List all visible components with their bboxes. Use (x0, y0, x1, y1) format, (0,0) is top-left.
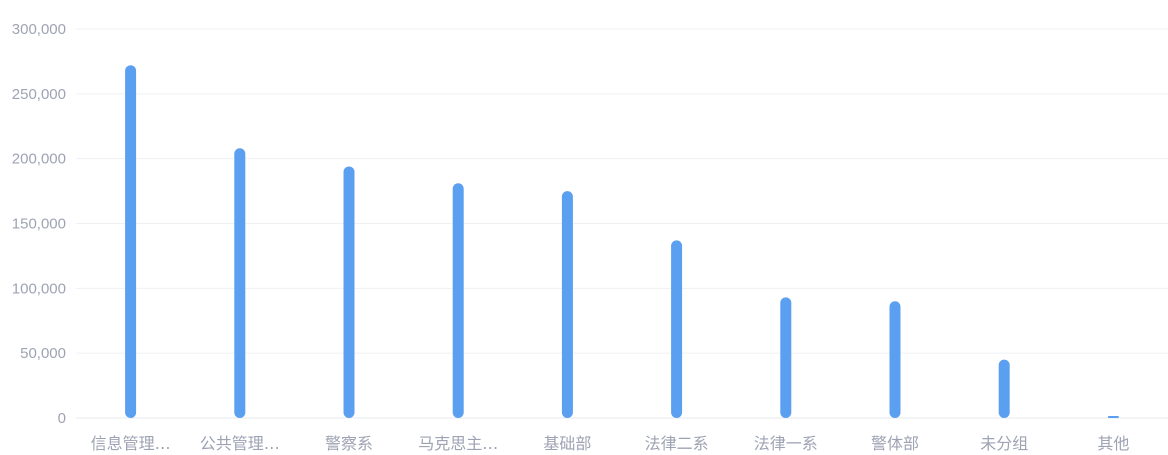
bar[interactable] (452, 183, 464, 418)
bar[interactable] (343, 166, 355, 418)
x-tick-label: 马克思主… (418, 434, 498, 453)
y-tick-label: 300,000 (12, 21, 66, 38)
x-tick-label: 未分组 (980, 434, 1028, 453)
y-tick-label: 150,000 (12, 216, 66, 233)
bar[interactable] (671, 240, 683, 418)
chart-bars (125, 65, 1119, 418)
x-tick-label: 警察系 (325, 434, 373, 453)
x-tick-label: 法律一系 (754, 434, 818, 453)
chart-grid (76, 28, 1168, 419)
bar[interactable] (1107, 416, 1119, 418)
x-tick-label: 信息管理… (91, 434, 171, 453)
y-tick-label: 50,000 (20, 345, 66, 362)
bar[interactable] (998, 359, 1010, 418)
y-tick-label: 200,000 (12, 151, 66, 168)
bar[interactable] (780, 297, 792, 418)
y-tick-label: 250,000 (12, 86, 66, 103)
bar[interactable] (561, 191, 573, 418)
bar[interactable] (889, 301, 901, 418)
y-tick-label: 100,000 (12, 280, 66, 297)
bar[interactable] (125, 65, 137, 418)
bar[interactable] (234, 148, 246, 418)
y-tick-label: 0 (58, 410, 66, 427)
x-tick-label: 公共管理… (200, 434, 280, 453)
x-tick-label: 其他 (1097, 434, 1129, 453)
y-axis: 0 50,000 100,000 150,000 200,000 250,000 300,0… (12, 21, 66, 427)
x-tick-label: 法律二系 (645, 434, 709, 453)
x-tick-label: 基础部 (543, 434, 591, 453)
x-axis: 信息管理… 公共管理… 警察系 马克思主… 基础部 法律二系 法律一系 警体部 未分组 其他 (91, 434, 1130, 453)
x-tick-label: 警体部 (871, 434, 919, 453)
